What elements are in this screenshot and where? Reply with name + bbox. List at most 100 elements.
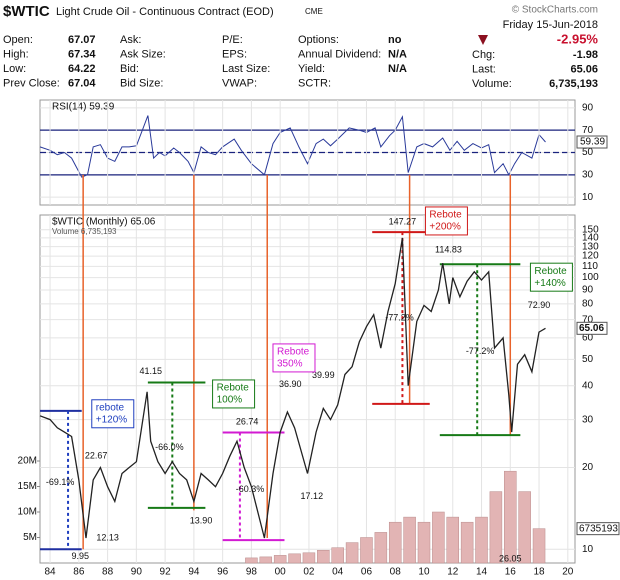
- field-value: 67.04: [68, 77, 96, 89]
- field-value: 67.07: [68, 34, 96, 46]
- volume-bar: [360, 537, 373, 564]
- y-tick-label: 140: [582, 233, 599, 244]
- down-arrow: [478, 35, 488, 45]
- annotation: 26.05: [499, 553, 522, 563]
- x-tick-label: 08: [390, 567, 402, 578]
- annotation: 17.12: [301, 491, 324, 501]
- callout-text: +140%: [534, 278, 566, 289]
- x-tick-label: 02: [303, 567, 315, 578]
- annotation: 41.15: [139, 366, 162, 376]
- field-label: Options:: [298, 34, 339, 46]
- annotation: 12.13: [96, 532, 119, 542]
- x-tick-label: 88: [102, 567, 114, 578]
- y-tick-label: 60: [582, 333, 594, 344]
- x-tick-label: 14: [476, 567, 488, 578]
- field-label: Last:: [472, 63, 496, 75]
- annotation: 13.90: [190, 515, 213, 525]
- x-tick-label: 86: [73, 567, 85, 578]
- volume-legend: Volume 6,735,193: [52, 227, 117, 236]
- field-label: Ask:: [120, 34, 141, 46]
- callout-box: [529, 262, 573, 292]
- volume-last-label: 6735193: [579, 523, 618, 534]
- callout-text: 100%: [217, 395, 243, 406]
- y-tick-label: 40: [582, 380, 594, 391]
- annotation: -60.3%: [236, 484, 265, 494]
- annotation: 39.99: [312, 370, 335, 380]
- y2-tick-label: 5M: [23, 532, 37, 543]
- last-value-box: [576, 135, 608, 149]
- field-value: N/A: [388, 63, 407, 75]
- field-value: 64.22: [68, 63, 96, 75]
- last-value-label: 65.06: [579, 323, 604, 334]
- instrument-name: Light Crude Oil - Continuous Contract (E…: [56, 6, 274, 18]
- volume-bar: [288, 553, 301, 564]
- field-label: Prev Close:: [3, 77, 60, 89]
- quote-date: Friday 15-Jun-2018: [503, 19, 598, 31]
- x-tick-label: 84: [45, 567, 57, 578]
- field-value: no: [388, 34, 402, 46]
- x-tick-label: 94: [188, 567, 200, 578]
- symbol: $WTIC: [3, 3, 50, 20]
- field-value: N/A: [388, 48, 407, 60]
- annotation: -77.2%: [385, 312, 414, 322]
- y-tick-label: 50: [582, 147, 594, 158]
- x-tick-label: 12: [447, 567, 459, 578]
- field-label: EPS:: [222, 48, 247, 60]
- callout-box: [212, 379, 256, 409]
- last-value-label: 59.39: [580, 137, 605, 148]
- y-tick-label: 110: [582, 261, 598, 272]
- callout-text: rebote: [96, 402, 125, 413]
- y-tick-label: 50: [582, 354, 594, 365]
- x-tick-label: 90: [131, 567, 143, 578]
- volume-bar: [460, 521, 474, 564]
- y-tick-label: 70: [582, 314, 594, 325]
- annotation: -77.2%: [466, 346, 495, 356]
- y-tick-label: 130: [582, 241, 599, 252]
- field-label: Low:: [3, 63, 26, 75]
- x-tick-label: 20: [562, 567, 574, 578]
- last-value-box: [576, 321, 608, 335]
- field-label: Bid:: [120, 63, 139, 75]
- annotation: -69.1%: [46, 477, 75, 487]
- annotation: 114.83: [435, 245, 462, 255]
- volume-bar: [504, 470, 517, 564]
- field-value: -1.98: [573, 49, 598, 61]
- annotation: 22.67: [85, 451, 108, 461]
- price-line: [39, 237, 546, 539]
- y-tick-label: 10: [582, 544, 594, 555]
- field-label: Volume:: [472, 78, 512, 90]
- annotation: 26.74: [236, 416, 259, 426]
- volume-bar: [532, 528, 546, 564]
- x-tick-label: 18: [533, 567, 545, 578]
- field-label: VWAP:: [222, 77, 257, 89]
- field-label: Bid Size:: [120, 77, 163, 89]
- volume-bar: [273, 555, 287, 564]
- x-tick-label: 92: [160, 567, 172, 578]
- x-tick-label: 96: [217, 567, 229, 578]
- field-label: High:: [3, 48, 29, 60]
- callout-text: +200%: [429, 222, 461, 233]
- volume-bar: [374, 532, 388, 564]
- field-value: 6,735,193: [549, 78, 598, 90]
- volume-bar: [302, 552, 316, 564]
- volume-bar: [475, 516, 488, 564]
- x-tick-label: 00: [275, 567, 287, 578]
- y2-tick-label: 15M: [18, 481, 37, 492]
- field-label: SCTR:: [298, 77, 331, 89]
- annotation: -66.0%: [155, 442, 184, 452]
- x-tick-label: 06: [361, 567, 373, 578]
- annotation: 9.95: [72, 551, 90, 561]
- y-tick-label: 150: [582, 224, 599, 235]
- volume-bar: [331, 547, 344, 564]
- y-tick-label: 70: [582, 125, 594, 136]
- x-tick-label: 16: [505, 567, 517, 578]
- volume-last-box: [576, 522, 620, 536]
- exchange: CME: [305, 7, 323, 16]
- volume-bar: [245, 557, 258, 564]
- field-label: P/E:: [222, 34, 243, 46]
- y-tick-label: 30: [582, 169, 594, 180]
- volume-bar: [446, 516, 460, 564]
- field-label: Chg:: [472, 49, 495, 61]
- field-label: Annual Dividend:: [298, 48, 381, 60]
